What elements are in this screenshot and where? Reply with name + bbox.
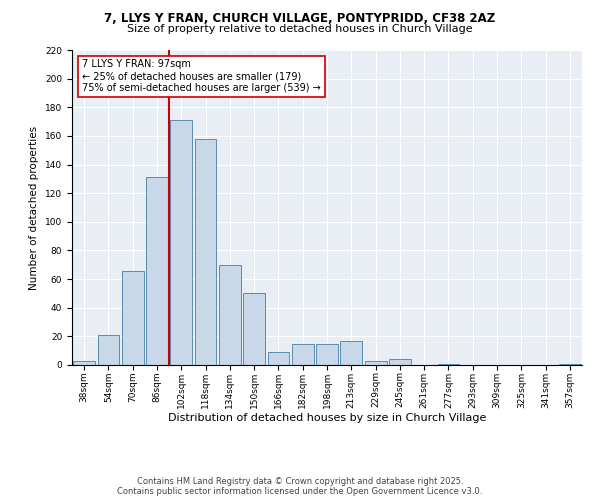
Bar [365, 360, 386, 365]
Text: Size of property relative to detached houses in Church Village: Size of property relative to detached ho… [127, 24, 473, 34]
Y-axis label: Number of detached properties: Number of detached properties [29, 126, 40, 290]
Bar [194, 139, 217, 365]
Bar [122, 270, 143, 365]
Bar [243, 294, 265, 365]
X-axis label: Distribution of detached houses by size in Church Village: Distribution of detached houses by size … [168, 413, 486, 423]
Bar [268, 352, 289, 365]
Bar [340, 340, 362, 365]
Bar [219, 265, 241, 365]
Bar [437, 364, 460, 365]
Bar [316, 344, 338, 365]
Bar [170, 120, 192, 365]
Bar [292, 344, 314, 365]
Text: 7 LLYS Y FRAN: 97sqm
← 25% of detached houses are smaller (179)
75% of semi-deta: 7 LLYS Y FRAN: 97sqm ← 25% of detached h… [82, 60, 321, 92]
Bar [559, 364, 581, 365]
Text: 7, LLYS Y FRAN, CHURCH VILLAGE, PONTYPRIDD, CF38 2AZ: 7, LLYS Y FRAN, CHURCH VILLAGE, PONTYPRI… [104, 12, 496, 26]
Text: Contains HM Land Registry data © Crown copyright and database right 2025.
Contai: Contains HM Land Registry data © Crown c… [118, 476, 482, 496]
Bar [389, 360, 411, 365]
Bar [97, 335, 119, 365]
Bar [73, 360, 95, 365]
Bar [146, 178, 168, 365]
